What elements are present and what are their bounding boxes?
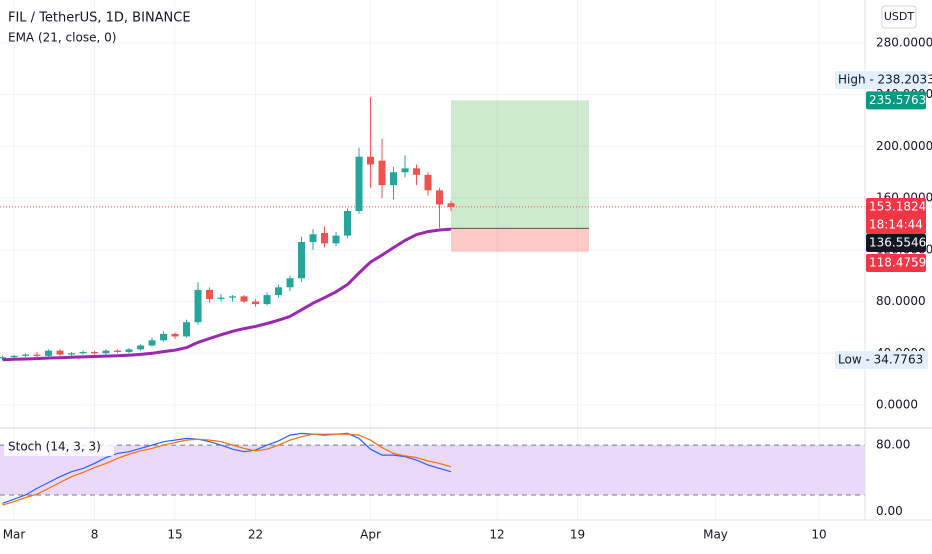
stoch-legend: Stoch (14, 3, 3) [8,440,101,454]
candle-body [447,203,455,207]
candle-body [45,350,53,356]
y-tick-label: 0.0000 [876,397,918,411]
series-line [2,433,452,506]
target-label: 235.5763 [869,93,926,107]
candle-body [413,168,421,175]
symbol-title: FIL / TetherUS, 1D, BINANCE [8,11,191,26]
candle-body [206,289,214,299]
x-tick-label: 8 [91,528,99,542]
target-zone [451,100,590,229]
y2-tick-label: 80.00 [876,438,910,452]
candle-body [309,234,317,243]
y-tick-label: 80.0000 [876,294,926,308]
candle-body [160,333,168,341]
candle-body [355,156,363,212]
target-label-bg [866,91,926,110]
stop-zone [451,228,590,252]
low-label: Low - 34.7763 [838,353,923,367]
series-line [2,432,452,504]
candle-body [79,351,87,354]
currency[interactable]: USDT [884,10,915,23]
candle-body [332,235,340,244]
y-tick-label: 200.0000 [876,139,932,153]
candle-body [436,190,444,205]
candle-body [22,354,30,356]
x-tick-label: 12 [489,528,504,542]
candle-body [263,295,271,305]
candle-body [114,350,122,352]
x-tick-label: Apr [360,528,381,542]
ema-legend: EMA (21, close, 0) [8,31,116,45]
series-line [2,227,452,362]
x-tick-label: 22 [248,528,263,542]
high-label-bg [835,71,928,89]
entry-label-bg [866,234,926,252]
entry-label: 136.5546 [869,236,926,250]
candle-body [217,297,225,299]
candle-body [137,345,145,350]
candle-body [148,340,156,346]
candle-body [401,168,409,173]
candle-body [68,353,76,355]
stop-label-bg [866,254,926,272]
candle-body [194,289,202,323]
candle-body [10,355,18,358]
candle-body [367,156,375,165]
stoch-band [0,445,865,496]
candle-body [424,174,432,191]
candle-body [286,278,294,288]
candle-body [0,357,7,359]
candle-body [344,211,352,236]
x-tick-label: Mar [3,528,26,542]
candle-body [125,349,133,352]
candle-body [252,301,260,305]
high-label: High - 238.2033 [838,73,932,87]
candle-body [390,172,398,186]
candle-body [33,354,41,356]
x-tick-label: 19 [570,528,585,542]
candle-body [56,350,64,355]
candle-body [91,351,99,354]
x-tick-label: May [703,528,728,542]
candle-body [275,287,283,296]
y-tick-label: 280.0000 [876,35,932,49]
candle-body [183,322,191,337]
candle-body [229,296,237,298]
y2-tick-label: 0.00 [876,504,903,518]
candle-body [378,160,386,186]
candle-body [321,233,329,244]
stop-label: 118.4759 [869,256,926,270]
x-tick-label: 15 [167,528,182,542]
countdown: 18:14:44 [869,218,923,232]
candle-body [102,350,110,354]
stoch-legend-bg [4,438,114,456]
price-box [866,198,926,234]
currency-button[interactable] [881,5,917,29]
low-label-bg [835,351,928,369]
x-tick-label: 10 [811,528,826,542]
candle-body [298,242,306,279]
candle-body [171,333,179,337]
candle-body [240,296,248,302]
price-label: 153.1824 [869,200,926,214]
